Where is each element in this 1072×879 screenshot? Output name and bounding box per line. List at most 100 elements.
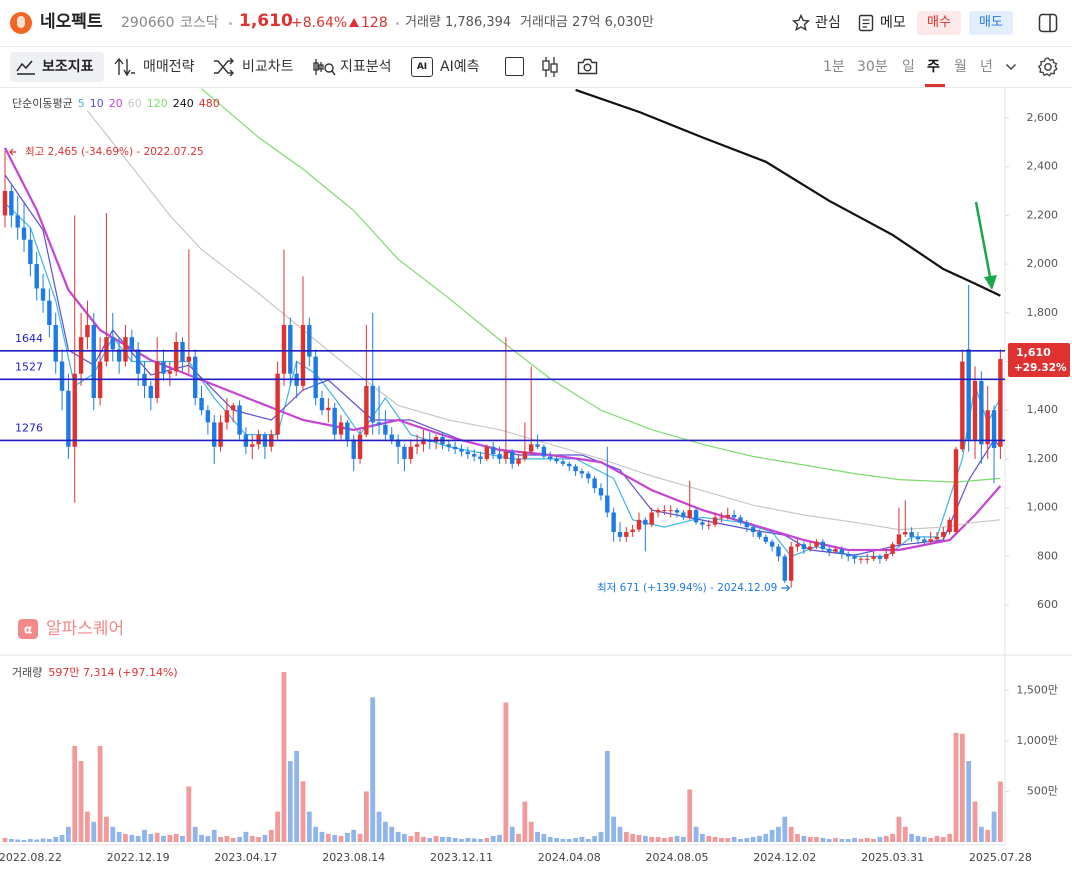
indicator-icon: [16, 60, 35, 75]
candle-body: [706, 524, 711, 526]
star-shape: [792, 14, 810, 32]
buy-button[interactable]: 매수: [917, 11, 961, 35]
indicator-tab[interactable]: 보조지표: [42, 59, 94, 75]
candle-icon[interactable]: [541, 56, 559, 78]
volume-bar: [604, 750, 610, 842]
candle-body: [725, 514, 730, 518]
candle-body: [28, 239, 33, 265]
volume-bar: [268, 829, 274, 842]
compare-tab[interactable]: 비교차트: [242, 59, 294, 75]
sell-button[interactable]: 매도: [969, 11, 1013, 35]
volume-bar: [262, 834, 268, 842]
settings-icon[interactable]: [1037, 56, 1059, 78]
volume-bar: [693, 826, 699, 842]
candle-body: [21, 227, 27, 240]
ai-tab[interactable]: AI예측: [440, 59, 480, 75]
candle-body: [186, 356, 192, 362]
candle-body: [839, 549, 845, 554]
memo-icon[interactable]: [858, 14, 874, 32]
volume-tick-label: 1,000만: [1016, 734, 1058, 747]
star-icon[interactable]: [792, 14, 810, 32]
volume-bar: [15, 839, 21, 842]
volume-bar: [820, 837, 826, 842]
volume-bar: [966, 761, 972, 842]
camera-icon[interactable]: [577, 58, 598, 75]
level-label: 1527: [15, 360, 43, 373]
candle-body: [966, 349, 971, 440]
timeframe-tab[interactable]: 30분: [857, 59, 888, 75]
candle-body: [649, 512, 654, 525]
candle-body: [687, 510, 692, 518]
price: 1,610: [239, 11, 293, 31]
candle-body: [402, 446, 407, 459]
volume-bar: [864, 837, 870, 842]
x-tick-label: 2023.12.11: [430, 851, 493, 864]
volume-bar: [877, 836, 883, 842]
candle-body: [934, 536, 940, 540]
volume-bar: [516, 833, 521, 842]
volume-bar: [395, 831, 401, 842]
volume-info: 597만 7,314 (+97.14%): [48, 666, 177, 679]
drawing-toggle[interactable]: [505, 57, 524, 76]
candle-body: [59, 361, 65, 391]
max-annotation: 최고 2,465 (-34.69%) - 2022.07.25: [25, 146, 204, 158]
volume-bar: [332, 834, 338, 842]
camera-lens: [583, 63, 592, 72]
analysis-handle: [331, 70, 336, 76]
change-rate: +8.64%: [291, 15, 348, 31]
candle-body: [871, 556, 876, 559]
x-tick-label: 2022.12.19: [107, 851, 170, 864]
market: 코스닥: [180, 15, 219, 31]
y-tick-label: 1,400: [1027, 403, 1059, 416]
panel-icon[interactable]: [1038, 13, 1058, 33]
volume-bar: [306, 811, 312, 842]
watch-button[interactable]: 관심: [815, 15, 841, 31]
candle-body: [104, 337, 109, 362]
candle-body: [522, 451, 528, 459]
candle-body: [167, 371, 173, 374]
price-plot: [2, 88, 1003, 588]
candle-body: [212, 422, 217, 447]
memo-button[interactable]: 메모: [880, 15, 906, 31]
candle-body: [769, 541, 775, 547]
candle-body: [414, 444, 420, 447]
volume-bar: [104, 816, 109, 842]
volume-bar: [8, 838, 14, 842]
analysis-tab[interactable]: 지표분석: [340, 59, 392, 75]
timeframe-tab[interactable]: 일: [902, 59, 915, 75]
volume-bar: [719, 837, 724, 842]
strategy-tab[interactable]: 매매전략: [143, 59, 195, 75]
volume-bar: [655, 836, 661, 842]
candle-body: [351, 439, 356, 459]
volume-bar: [731, 836, 737, 842]
volume-bar: [826, 838, 832, 842]
candle-body: [903, 532, 908, 535]
volume-bar: [129, 834, 135, 842]
candle-body: [668, 510, 673, 512]
compare-shape: [214, 58, 234, 76]
timeframe-tab[interactable]: 1분: [823, 59, 845, 75]
volume-bar: [180, 835, 185, 842]
candle-body: [700, 522, 705, 525]
volume-bar: [934, 835, 940, 842]
volume-bar: [338, 835, 344, 842]
more-icon[interactable]: [1005, 62, 1017, 72]
candle-body: [896, 534, 902, 545]
volume-bar: [680, 836, 686, 842]
candle-body: [846, 553, 851, 557]
volume-bar: [344, 832, 350, 842]
candle-body: [548, 456, 553, 459]
legend-item: 5: [78, 97, 85, 110]
settings-hub: [1044, 63, 1052, 71]
timeframe-tab[interactable]: 년: [980, 59, 993, 75]
candle-body: [947, 519, 952, 533]
timeframe-tab[interactable]: 월: [954, 59, 967, 75]
timeframe-tab[interactable]: 주: [927, 59, 940, 75]
candle-body: [998, 359, 1003, 447]
volume-bar: [440, 836, 445, 842]
volume-bar: [598, 831, 604, 842]
candle-body: [288, 324, 293, 374]
timeframe-underline: [925, 84, 945, 87]
